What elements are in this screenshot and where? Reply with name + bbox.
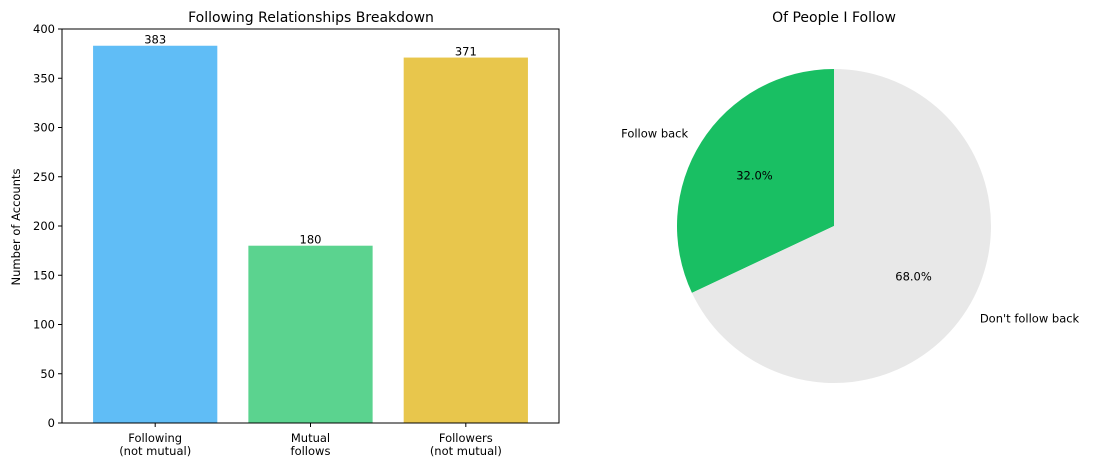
bar-value-label: 371: [455, 45, 477, 59]
x-tick-label: Followers: [439, 431, 493, 445]
pie-slices: [677, 69, 992, 383]
pie-slice: [691, 69, 992, 383]
y-tick-label: 200: [33, 219, 55, 233]
y-tick-label: 400: [33, 22, 55, 36]
bar: [403, 57, 528, 423]
x-tick-label: follows: [291, 444, 331, 458]
value-labels: 383 180 371: [144, 33, 477, 247]
pie-slice: [677, 69, 834, 293]
y-axis-ticks: 0 50 100 150 200 250 300 350 400: [33, 22, 62, 430]
y-tick-label: 150: [33, 268, 55, 282]
bar-value-label: 180: [300, 233, 322, 247]
x-tick-label: (not mutual): [430, 444, 502, 458]
bar: [248, 245, 373, 423]
x-tick-label: Mutual: [291, 431, 330, 445]
bar-chart: Following Relationships Breakdown Number…: [9, 10, 560, 458]
bar-chart-title: Following Relationships Breakdown: [188, 10, 434, 26]
pie-slice-label: Don't follow back: [980, 312, 1080, 326]
plot-frame: [61, 28, 560, 424]
y-tick-label: 50: [40, 367, 55, 381]
pie-slice-labels: Follow back 32.0% Don't follow back 68.0%: [621, 126, 1079, 325]
y-axis-label: Number of Accounts: [9, 168, 23, 285]
x-tick-label: (not mutual): [119, 444, 191, 458]
pie-slice-label: Follow back: [621, 126, 688, 140]
y-tick-label: 250: [33, 170, 55, 184]
bar: [93, 45, 218, 424]
y-tick-label: 300: [33, 121, 55, 135]
pie-percent-label: 32.0%: [736, 169, 773, 183]
y-tick-label: 100: [33, 318, 55, 332]
y-tick-label: 350: [33, 71, 55, 85]
pie-chart-title: Of People I Follow: [772, 10, 896, 26]
x-axis-ticks: Following(not mutual)MutualfollowsFollow…: [119, 423, 502, 458]
y-tick-label: 0: [48, 416, 55, 430]
x-tick-label: Following: [128, 431, 182, 445]
pie-chart: Of People I Follow Follow back 32.0% Don't…: [621, 10, 1080, 383]
pie-percent-label: 68.0%: [895, 269, 932, 283]
y-axis-label-text: Number of Accounts: [9, 168, 23, 285]
bar-value-label: 383: [144, 33, 166, 47]
bars: [93, 45, 528, 424]
